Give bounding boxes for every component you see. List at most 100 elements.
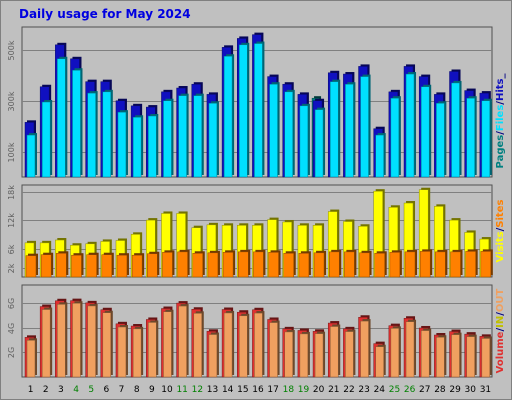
legend-label: Visits — [495, 231, 506, 263]
out-bar — [466, 336, 475, 378]
x-tick-label: 30 — [465, 385, 477, 395]
out-bar — [420, 330, 430, 378]
sites-bar — [404, 251, 416, 278]
out-bar — [269, 322, 278, 378]
sites-bar — [192, 253, 204, 278]
x-tick-label: 28 — [434, 385, 446, 395]
files-bar — [360, 76, 369, 178]
out-bar — [375, 346, 384, 378]
out-bar — [117, 326, 127, 378]
out-bar — [178, 305, 187, 378]
x-tick-label: 20 — [313, 385, 325, 395]
y-tick-label: 12k — [7, 213, 16, 228]
sites-bar — [40, 254, 52, 278]
files-bar — [163, 100, 172, 178]
sites-bar — [101, 254, 113, 278]
sites-bar — [313, 252, 325, 278]
files-bar — [329, 81, 339, 178]
legend-label: Hits — [495, 78, 506, 102]
x-tick-label: 26 — [404, 385, 416, 395]
out-bar — [254, 312, 263, 378]
sites-bar — [328, 251, 340, 278]
files-bar — [223, 55, 233, 178]
out-bar — [390, 328, 400, 378]
x-tick-label: 5 — [88, 385, 94, 395]
files-bar — [375, 134, 384, 178]
files-bar — [451, 82, 460, 178]
files-bar — [178, 95, 187, 178]
files-bar — [436, 103, 445, 178]
y-tick-label: 6k — [7, 244, 16, 254]
files-bar — [132, 117, 142, 178]
legend-label: / — [495, 131, 506, 135]
panel-hits-files-pages: 100k 300k 500k — [7, 26, 493, 178]
sites-bar — [238, 251, 249, 278]
sites-bar — [177, 251, 188, 278]
sites-bar — [480, 251, 492, 278]
x-tick-label: 11 — [176, 385, 187, 395]
x-tick-label: 17 — [267, 385, 278, 395]
files-bar — [87, 92, 96, 178]
out-bar — [72, 302, 81, 378]
files-bar — [72, 69, 81, 178]
x-tick-label: 6 — [104, 385, 110, 395]
files-bar — [420, 86, 430, 178]
sites-bar — [435, 251, 446, 278]
x-tick-label: 21 — [328, 385, 339, 395]
files-bar — [481, 100, 491, 178]
out-bar — [405, 321, 415, 378]
x-tick-label: 23 — [358, 385, 369, 395]
files-bar — [193, 95, 203, 178]
sites-bar — [56, 253, 67, 278]
x-tick-label: 10 — [161, 385, 173, 395]
out-bar — [299, 333, 309, 378]
y-tick-label: 4G — [7, 323, 16, 334]
x-tick-label: 2 — [43, 385, 49, 395]
x-tick-label: 16 — [252, 385, 264, 395]
out-bar — [360, 320, 369, 378]
legend-label: Volume — [495, 331, 506, 374]
y-tick-label: 100k — [7, 142, 16, 162]
files-bar — [254, 43, 263, 178]
sites-bar — [147, 253, 158, 278]
panel-visits-sites: 2k 6k 12k 18k — [7, 184, 493, 278]
files-bar — [26, 134, 36, 178]
files-bar — [284, 91, 293, 178]
files-bar — [314, 109, 324, 178]
sites-bar — [374, 253, 385, 278]
x-tick-label: 4 — [73, 385, 79, 395]
out-bar — [26, 340, 36, 378]
y-tick-label: 500k — [7, 40, 16, 60]
out-bar — [208, 334, 218, 378]
sites-bar — [465, 251, 476, 278]
x-tick-label: 14 — [222, 385, 234, 395]
sites-bar — [268, 252, 279, 278]
out-bar — [132, 328, 142, 378]
sites-bar — [298, 253, 310, 278]
files-bar — [466, 97, 475, 178]
out-bar — [163, 311, 172, 378]
sites-bar — [253, 251, 264, 278]
x-tick-label: 15 — [237, 385, 248, 395]
x-tick-label: 31 — [480, 385, 491, 395]
files-bar — [390, 97, 400, 178]
out-bar — [345, 331, 354, 378]
x-tick-label: 7 — [119, 385, 125, 395]
out-bar — [102, 312, 112, 378]
sites-bar — [71, 254, 82, 278]
sites-bar — [283, 253, 294, 278]
x-tick-label: 22 — [343, 385, 354, 395]
files-bar — [299, 105, 309, 178]
out-bar — [41, 309, 51, 378]
out-bar — [329, 326, 339, 378]
out-bar — [57, 304, 66, 378]
x-tick-label: 13 — [207, 385, 218, 395]
files-bar — [405, 73, 415, 178]
legend-label: / — [495, 227, 506, 232]
x-tick-label: 8 — [134, 385, 140, 395]
x-tick-label: 19 — [298, 385, 310, 395]
files-bar — [148, 115, 157, 178]
y-tick-label: 300k — [7, 91, 16, 111]
y-tick-label: 2k — [7, 263, 16, 273]
